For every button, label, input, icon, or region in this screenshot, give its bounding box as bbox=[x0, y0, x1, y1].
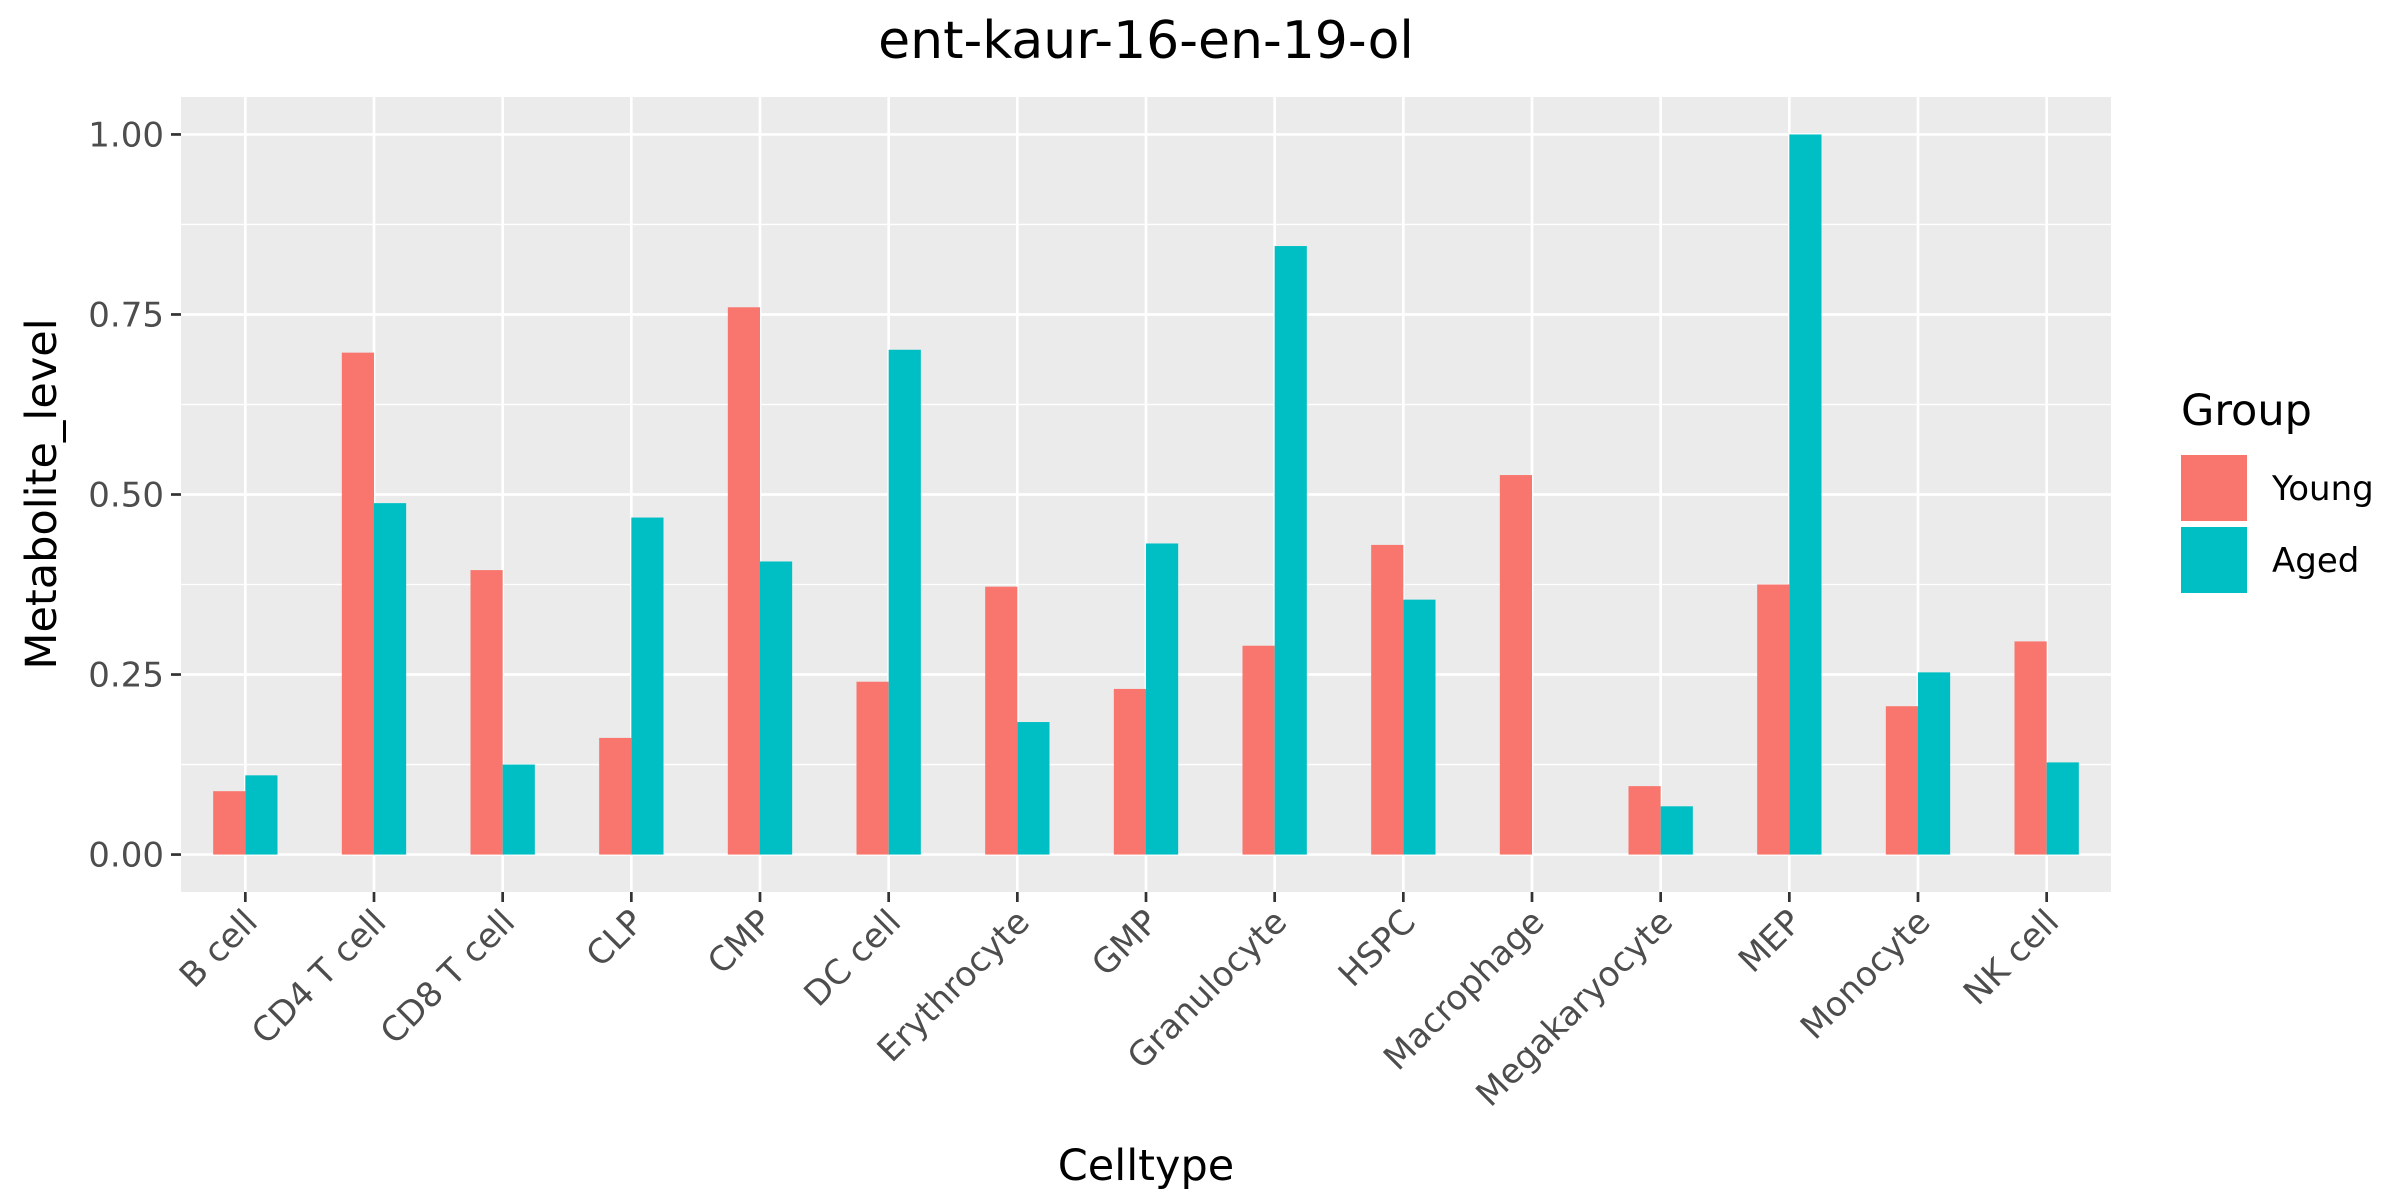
y-axis-title: Metabolite_level bbox=[17, 318, 67, 669]
bar-young bbox=[341, 352, 374, 855]
bar-aged bbox=[502, 764, 535, 855]
bars-layer bbox=[213, 134, 2079, 855]
x-tick-label: CLP bbox=[579, 902, 652, 975]
bar-aged bbox=[760, 561, 793, 855]
bar-young bbox=[1113, 688, 1146, 855]
x-tick-label: NK cell bbox=[1956, 902, 2067, 1013]
x-tick-label: CD4 T cell bbox=[244, 902, 394, 1052]
bar-aged bbox=[2046, 762, 2079, 855]
legend-label-young: Young bbox=[2271, 469, 2374, 509]
bar-young bbox=[1628, 786, 1661, 855]
x-tick-label: CD8 T cell bbox=[373, 902, 523, 1052]
legend-key-aged bbox=[2181, 527, 2247, 593]
bar-aged bbox=[1403, 599, 1436, 855]
x-tick-label: DC cell bbox=[796, 902, 909, 1015]
bar-young bbox=[1371, 544, 1404, 855]
y-tick-label: 1.00 bbox=[88, 115, 164, 155]
bar-aged bbox=[1017, 722, 1050, 855]
x-tick-label: B cell bbox=[172, 902, 266, 996]
legend-title: Group bbox=[2181, 386, 2312, 436]
bar-aged bbox=[1789, 134, 1822, 855]
y-tick-label: 0.25 bbox=[88, 656, 164, 696]
bar-aged bbox=[245, 775, 278, 855]
x-tick-label: CMP bbox=[700, 902, 780, 982]
bar-young bbox=[2014, 641, 2047, 855]
legend: Group Young Aged bbox=[2181, 386, 2374, 593]
bar-young bbox=[213, 791, 246, 855]
bar-aged bbox=[1274, 246, 1307, 855]
bar-aged bbox=[1146, 543, 1179, 855]
bar-young bbox=[727, 307, 760, 855]
bar-young bbox=[1757, 584, 1790, 855]
x-tick-label: HSPC bbox=[1331, 902, 1424, 995]
y-tick-label: 0.50 bbox=[88, 476, 164, 516]
bar-aged bbox=[888, 349, 921, 855]
legend-key-young bbox=[2181, 455, 2247, 521]
x-tick-label: GMP bbox=[1084, 902, 1166, 984]
bar-young bbox=[985, 586, 1018, 855]
x-tick-label: MEP bbox=[1731, 902, 1810, 981]
x-tick-label: Monocyte bbox=[1793, 902, 1938, 1047]
bar-young bbox=[470, 570, 503, 855]
bar-aged bbox=[631, 517, 664, 855]
bar-aged bbox=[374, 503, 407, 855]
bar-young bbox=[1885, 706, 1918, 855]
bar-young bbox=[599, 737, 632, 855]
bar-young bbox=[1499, 475, 1532, 855]
legend-label-aged: Aged bbox=[2272, 541, 2359, 581]
y-tick-label: 0.75 bbox=[88, 295, 164, 335]
bar-young bbox=[856, 681, 889, 855]
bar-aged bbox=[1918, 672, 1951, 855]
x-axis-title: Celltype bbox=[1058, 1141, 1234, 1191]
bar-aged bbox=[1660, 806, 1693, 855]
chart-title: ent-kaur-16-en-19-ol bbox=[878, 11, 1414, 71]
bar-young bbox=[1242, 645, 1275, 855]
y-tick-label: 0.00 bbox=[88, 836, 164, 876]
